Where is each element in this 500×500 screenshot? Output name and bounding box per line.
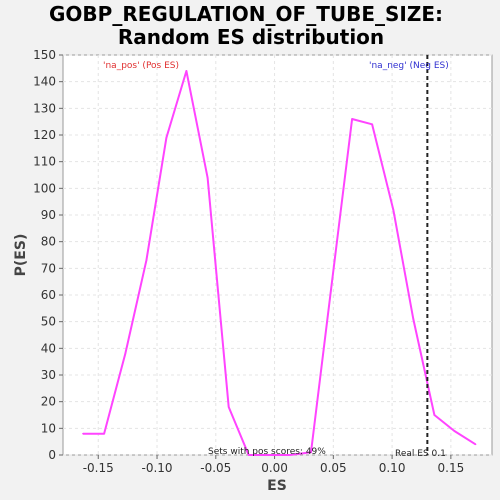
neg-es-label: 'na_neg' (Neg ES) [369, 61, 449, 71]
pos-es-label: 'na_pos' (Pos ES) [103, 61, 179, 71]
y-tick-label: 90 [41, 208, 56, 222]
data-point [103, 432, 105, 435]
x-tick-label: 0.00 [261, 461, 288, 475]
data-point [165, 136, 168, 139]
data-point [412, 318, 415, 320]
y-tick-label: 40 [41, 341, 56, 355]
y-tick-label: 110 [33, 155, 56, 169]
y-tick-label: 130 [33, 101, 56, 115]
data-point [433, 414, 436, 416]
pos-scores-label: Sets with pos scores: 49% [208, 447, 326, 457]
data-point [269, 454, 271, 456]
y-axis-label: P(ES) [13, 234, 29, 277]
x-tick-label: -0.05 [200, 461, 231, 475]
y-tick-label: 100 [33, 181, 56, 195]
x-axis-label: ES [267, 478, 287, 494]
y-tick-label: 60 [41, 288, 56, 302]
y-axis: 0 10 20 30 40 50 60 70 80 90 100 110 120 130 140 150 [33, 48, 63, 462]
x-tick-label: 0.15 [438, 461, 465, 475]
data-point [371, 123, 373, 126]
data-point [392, 208, 395, 211]
y-tick-label: 0 [48, 448, 56, 462]
y-tick-label: 120 [33, 128, 56, 142]
data-point [124, 352, 127, 355]
data-point [289, 454, 291, 456]
y-tick-label: 20 [41, 395, 56, 409]
data-point [185, 70, 188, 72]
x-tick-label: -0.15 [83, 461, 114, 475]
grid [63, 54, 492, 456]
data-point [330, 288, 332, 291]
data-point [206, 176, 209, 179]
data-point [82, 432, 84, 435]
data-point [453, 430, 456, 432]
data-point [351, 118, 353, 120]
x-tick-label: 0.10 [379, 461, 406, 475]
distribution-line [83, 70, 477, 456]
y-tick-label: 30 [41, 368, 56, 382]
y-tick-label: 80 [41, 235, 56, 249]
y-tick-label: 50 [41, 315, 56, 329]
data-point [227, 406, 230, 408]
data-point [247, 454, 250, 456]
x-tick-label: 0.05 [320, 461, 347, 475]
y-tick-label: 150 [33, 48, 56, 62]
data-point [474, 443, 477, 446]
x-axis: -0.15 -0.10 -0.05 0.00 0.05 0.10 0.15 [83, 455, 464, 475]
data-point [310, 451, 312, 454]
plot-area [62, 54, 493, 456]
series-layer [82, 70, 477, 456]
chart-title-line2: Random ES distribution [118, 25, 384, 49]
y-tick-label: 140 [33, 75, 56, 89]
y-tick-label: 10 [41, 421, 56, 435]
x-tick-label: -0.10 [141, 461, 172, 475]
real-es-label: Real ES 0.1 [395, 449, 446, 459]
data-point [145, 259, 148, 262]
y-tick-label: 70 [41, 261, 56, 275]
chart-title-line1: GOBP_REGULATION_OF_TUBE_SIZE: [49, 2, 443, 26]
